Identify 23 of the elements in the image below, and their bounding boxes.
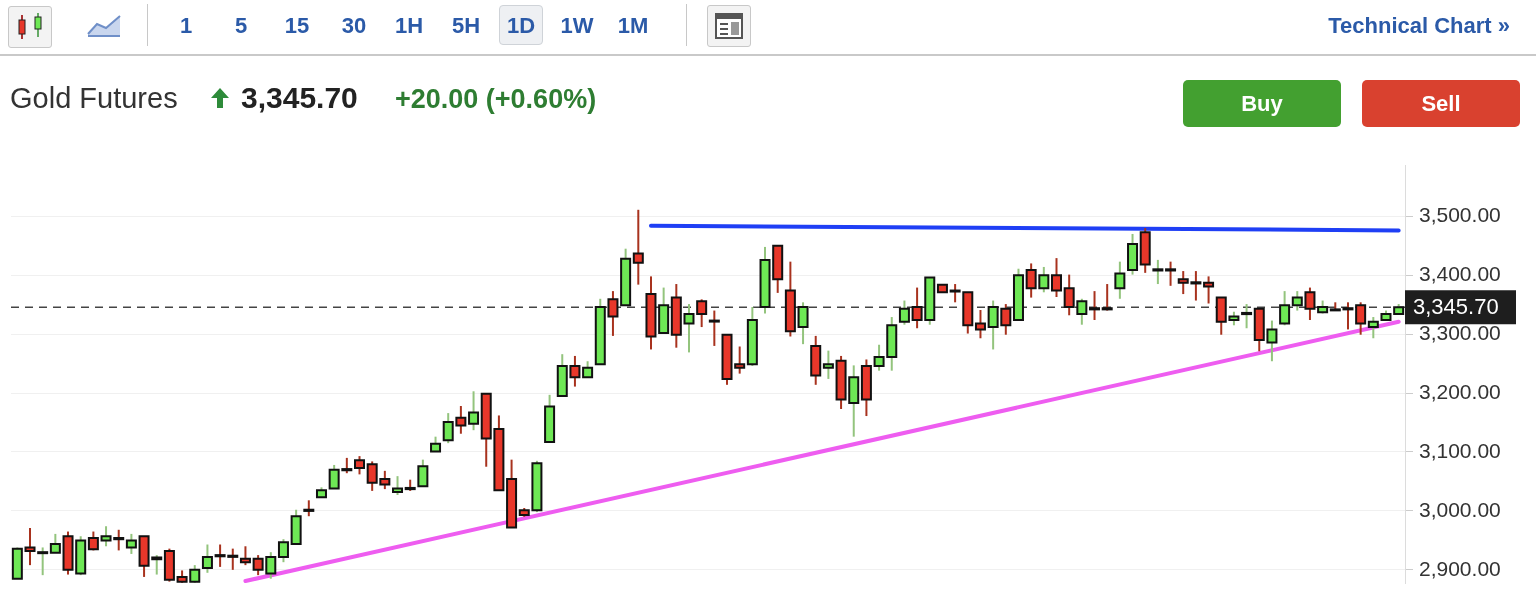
text: 30 [341, 12, 367, 40]
text: 1D [506, 12, 536, 40]
text: Sell [1362, 80, 1520, 127]
text: 5 [234, 12, 248, 40]
text: +20.00 (+0.60%) [395, 83, 597, 116]
y-tick-label: 3,200.00 [1419, 379, 1501, 403]
chart-title: Gold Futures [10, 81, 178, 116]
text: 1M [617, 12, 649, 40]
y-tick-label: 3,400.00 [1419, 262, 1501, 285]
y-tick-label: 3,500.00 [1419, 203, 1501, 227]
text: Buy [1183, 80, 1341, 127]
ref-line-label: 3,345.70 [1413, 294, 1499, 320]
text: 5H [451, 12, 481, 40]
y-tick-label: 3,100.00 [1419, 438, 1501, 462]
y-tick-label: 2,900.00 [1419, 556, 1501, 580]
text: 15 [284, 12, 310, 40]
text: Technical Chart » [1328, 12, 1510, 40]
text: 1W [560, 12, 594, 40]
y-tick-label: 3,000.00 [1419, 497, 1501, 521]
chart-subtitle: 3,345.70 [241, 80, 358, 116]
y-tick-label: 3,300.00 [1419, 320, 1501, 344]
text: 1 [179, 12, 193, 40]
text: 1H [394, 12, 424, 40]
